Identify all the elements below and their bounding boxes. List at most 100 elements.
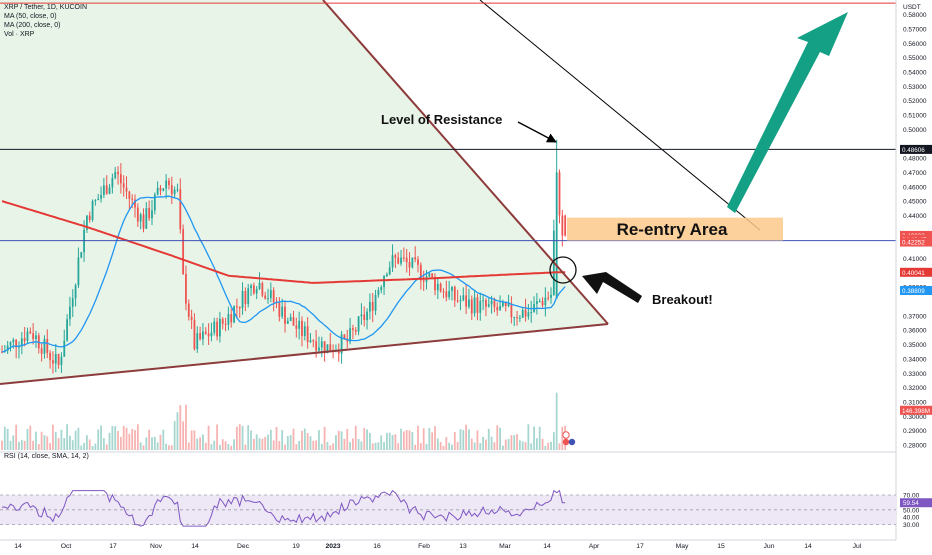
volume-bar: [405, 430, 408, 450]
volume-bar: [394, 434, 397, 450]
volume-bar: [153, 436, 156, 450]
rsi-legend[interactable]: RSI (14, close, SMA, 14, 2): [4, 453, 89, 460]
price-tick-label: 0.54000: [903, 70, 927, 77]
volume-bar: [100, 425, 102, 450]
candle-body: [139, 214, 142, 222]
volume-bar: [54, 431, 57, 450]
volume-bar: [352, 438, 354, 450]
candle-body: [286, 320, 289, 324]
volume-bar: [510, 435, 513, 450]
volume-bar: [414, 444, 417, 450]
volume-bar: [252, 438, 255, 450]
volume-bar: [482, 436, 484, 450]
rsi-tick-label: 50.00: [903, 507, 920, 514]
candle-body: [179, 189, 182, 230]
volume-bar: [207, 425, 210, 450]
candle-body: [63, 340, 66, 357]
candle-body: [151, 210, 153, 219]
price-tick-label: 0.34000: [903, 356, 927, 363]
target-arrow: [727, 12, 848, 213]
volume-bar: [94, 443, 97, 450]
candle-body: [134, 199, 136, 208]
volume-bar: [306, 433, 309, 450]
volume-bar: [357, 439, 360, 450]
ma50-legend[interactable]: MA (50, close, 0): [4, 13, 57, 20]
time-tick-label: 19: [292, 543, 300, 550]
symbol-title[interactable]: XRP / Tether, 1D, KUCOIN: [4, 4, 87, 11]
volume-bar: [179, 405, 182, 450]
price-tick-label: 0.55000: [903, 55, 927, 62]
price-tick-label: 0.28000: [903, 443, 927, 450]
candle-body: [558, 172, 561, 216]
time-tick-label: Oct: [61, 543, 72, 550]
volume-bar: [337, 430, 340, 450]
volume-bar: [224, 441, 227, 450]
volume-bar: [12, 435, 15, 450]
volume-bar: [247, 425, 250, 450]
price-label-text: 146.398M: [902, 408, 930, 415]
volume-bar: [286, 436, 289, 450]
candle-body: [482, 300, 484, 302]
candle-body: [289, 317, 292, 321]
rsi-tick-label: 70.00: [903, 493, 920, 500]
price-label-box: [900, 405, 932, 415]
candle-body: [230, 314, 233, 323]
volume-bar: [162, 429, 165, 450]
candle-body: [238, 306, 241, 309]
volume-bar: [547, 442, 550, 450]
candle-body: [298, 320, 301, 329]
volume-bar: [125, 427, 128, 450]
volume-bar: [20, 439, 23, 450]
volume-bar: [136, 424, 139, 450]
reentry-label: Re-entry Area: [617, 220, 728, 239]
price-tick-label: 0.32000: [903, 385, 927, 392]
volume-bar: [49, 443, 52, 450]
rsi-value-label: 59.54: [903, 500, 919, 507]
volume-legend[interactable]: Vol · XRP: [4, 31, 35, 38]
volume-bar: [151, 437, 153, 450]
candle-body: [159, 187, 162, 191]
candle-body: [547, 297, 550, 299]
ma50-line: [1, 195, 566, 353]
candle-body: [111, 177, 114, 188]
volume-bar: [315, 440, 318, 450]
candle-body: [561, 215, 564, 236]
price-label-box: [900, 237, 932, 247]
volume-bar: [422, 428, 425, 450]
candle-body: [343, 334, 346, 339]
candle-body: [445, 291, 448, 298]
price-label-text: 0.40041: [902, 270, 925, 277]
time-tick-label: 16: [373, 543, 381, 550]
event-marker-icon: [568, 438, 576, 446]
candle-body: [9, 342, 12, 346]
candle-body: [541, 301, 544, 306]
volume-bar: [363, 428, 366, 450]
time-tick-label: 14: [543, 543, 551, 550]
candle-body: [18, 346, 20, 348]
volume-bar: [221, 439, 224, 450]
candle-body: [465, 295, 468, 307]
volume-bar: [465, 424, 468, 450]
volume-bar: [66, 424, 68, 450]
candle-body: [117, 171, 119, 175]
volume-bar: [83, 442, 85, 450]
volume-bar: [182, 421, 185, 450]
candle-body: [235, 306, 238, 308]
volume-bar: [436, 438, 439, 450]
candle-body: [57, 353, 60, 366]
volume-bar: [451, 444, 453, 450]
price-tick-label: 0.30000: [903, 414, 927, 421]
volume-bar: [275, 426, 278, 450]
candle-body: [354, 329, 357, 332]
volume-bar: [264, 436, 267, 450]
volume-bar: [77, 427, 80, 450]
price-label-box: [900, 286, 932, 296]
ma200-legend[interactable]: MA (200, close, 0): [4, 22, 61, 29]
candle-body: [516, 317, 518, 319]
candle-body: [417, 259, 419, 265]
candle-body: [32, 333, 35, 340]
candle-body: [221, 318, 224, 324]
price-tick-label: 0.52000: [903, 98, 927, 105]
